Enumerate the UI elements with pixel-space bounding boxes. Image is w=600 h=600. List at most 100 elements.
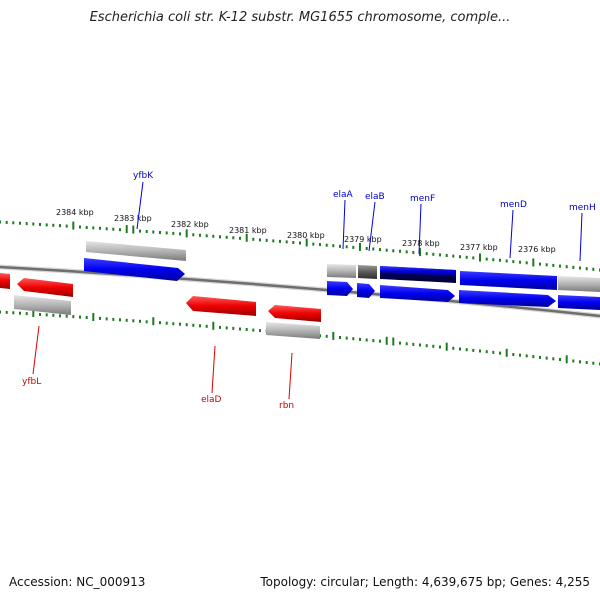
scale-tick: [412, 342, 415, 346]
scale-tick: [305, 238, 308, 247]
feature-bar[interactable]: [358, 265, 377, 279]
gene-label-rbn[interactable]: rbn: [279, 401, 294, 411]
scale-tick: [359, 337, 361, 341]
scale-tick: [519, 260, 521, 264]
scale-tick: [332, 331, 335, 340]
scale-tick: [472, 256, 475, 260]
scale-tick: [552, 357, 555, 361]
tick-label: 2379 kbp: [344, 235, 382, 244]
gene-label-menD[interactable]: menD: [500, 200, 527, 210]
gene-elaA[interactable]: [327, 281, 353, 296]
scale-tick: [159, 231, 161, 234]
scale-tick: [219, 235, 221, 239]
scale-tick: [372, 339, 375, 343]
scale-tick: [212, 321, 215, 330]
scale-tick: [372, 247, 375, 251]
scale-tick: [259, 329, 261, 333]
scale-tick: [179, 232, 181, 236]
tick-label: 2376 kbp: [518, 245, 556, 254]
ticks-upper: [0, 220, 600, 272]
scale-tick: [352, 245, 355, 249]
leader-line: [288, 352, 293, 400]
tick-label: 2384 kbp: [56, 208, 94, 217]
scale-tick: [292, 241, 295, 244]
gene-label-elaB[interactable]: elaB: [365, 192, 385, 202]
gene-menD[interactable]: [459, 290, 556, 307]
leader-line: [418, 203, 422, 255]
feature-bar[interactable]: [0, 273, 10, 289]
scale-tick: [59, 314, 61, 318]
leader-line: [32, 325, 40, 375]
gene-rbn[interactable]: [268, 305, 321, 322]
scale-tick: [565, 265, 568, 269]
scale-tick: [345, 336, 348, 340]
scale-tick: [179, 322, 181, 326]
gene-label-menF[interactable]: menF: [410, 194, 435, 204]
scale-tick: [512, 353, 515, 356]
gene-label-elaA[interactable]: elaA: [333, 190, 354, 200]
scale-tick: [0, 220, 1, 224]
scale-tick: [232, 326, 235, 330]
scale-tick: [399, 249, 401, 253]
feature-bar[interactable]: [17, 278, 73, 297]
scale-tick: [45, 223, 48, 227]
scale-tick: [139, 319, 141, 323]
scale-tick: [339, 336, 341, 339]
leader-line: [211, 345, 216, 394]
scale-tick: [99, 316, 101, 320]
scale-tick: [5, 310, 8, 314]
scale-tick: [119, 318, 121, 322]
gene-label-menH[interactable]: menH: [569, 203, 596, 213]
gene-elaB[interactable]: [357, 283, 375, 298]
scale-tick: [392, 249, 395, 253]
scale-tick: [539, 262, 541, 266]
scale-tick: [132, 225, 135, 234]
feature-bar[interactable]: [266, 322, 320, 339]
gene-menH[interactable]: [558, 295, 600, 310]
feature-bar[interactable]: [558, 276, 600, 292]
scale-tick: [159, 321, 161, 325]
scale-tick: [245, 328, 248, 331]
scale-tick: [205, 324, 208, 328]
scale-tick: [152, 230, 155, 234]
gene-yfbK[interactable]: [84, 258, 185, 281]
gene-label-elaD[interactable]: elaD: [201, 395, 222, 405]
feature-bar[interactable]: [460, 271, 557, 290]
scale-tick: [465, 255, 468, 259]
scale-tick: [485, 257, 488, 261]
feature-bar[interactable]: [380, 266, 456, 276]
gene-menF[interactable]: [380, 285, 455, 302]
gene-label-yfbL[interactable]: yfbL: [22, 377, 41, 387]
scale-tick: [265, 238, 268, 242]
gene-yfbL[interactable]: [14, 295, 71, 315]
scale-tick: [359, 242, 361, 251]
scale-tick: [552, 263, 555, 267]
chromosome-backbone-core: [0, 265, 600, 318]
scale-tick: [399, 341, 401, 345]
scale-tick: [125, 225, 128, 234]
scale-tick: [492, 350, 495, 354]
scale-tick: [545, 356, 548, 360]
scale-tick: [579, 266, 581, 270]
feature-bar[interactable]: [86, 241, 186, 261]
scale-tick: [225, 235, 228, 239]
scale-tick: [112, 317, 115, 321]
scale-tick: [152, 317, 155, 326]
scale-tick: [185, 323, 188, 327]
gene-label-yfbK[interactable]: yfbK: [133, 171, 154, 181]
scale-tick: [512, 260, 515, 264]
scale-tick: [312, 242, 315, 246]
scale-tick: [465, 348, 468, 352]
scale-tick: [572, 265, 575, 269]
gene-elaD[interactable]: [186, 296, 256, 316]
tick-label: 2383 kbp: [114, 214, 152, 223]
scale-tick: [452, 254, 455, 258]
feature-bar[interactable]: [327, 264, 356, 278]
scale-tick: [439, 345, 441, 349]
scale-tick: [25, 222, 28, 226]
scale-tick: [19, 221, 21, 225]
page-title: Escherichia coli str. K-12 substr. MG165…: [89, 10, 511, 25]
scale-tick: [499, 258, 501, 262]
scale-tick: [525, 261, 528, 265]
